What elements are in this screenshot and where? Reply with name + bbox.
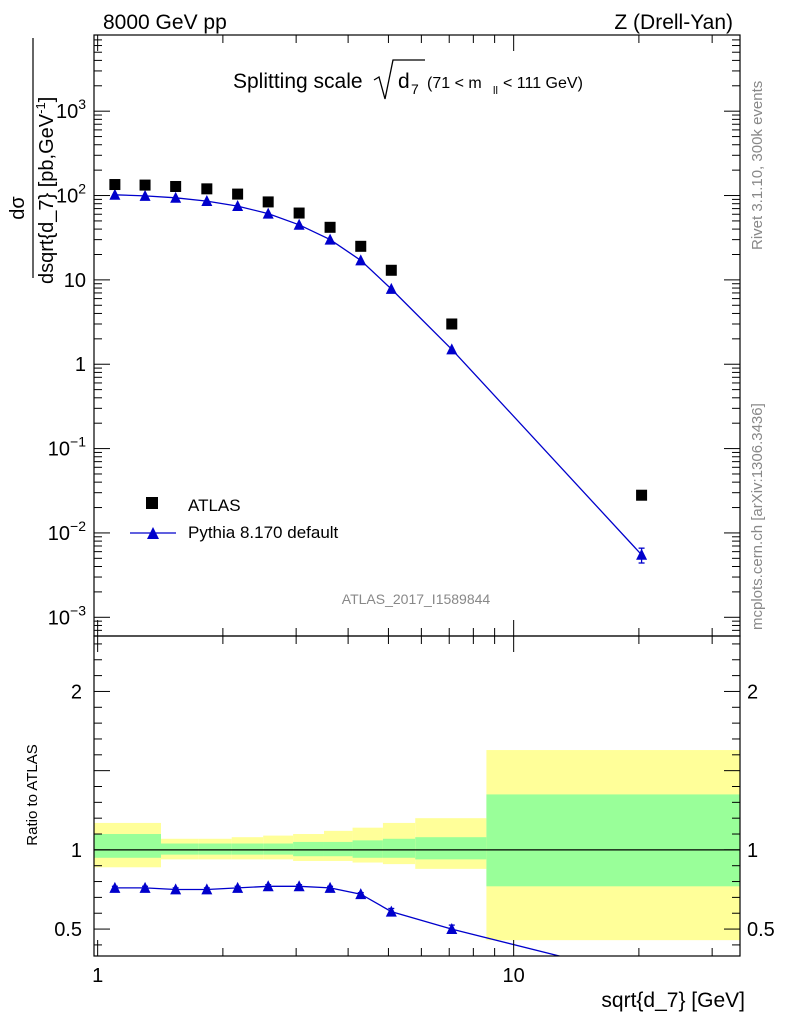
side-rivet: Rivet 3.1.10, 300k events	[749, 81, 766, 250]
ratio-pythia-point	[139, 881, 151, 893]
legend-label-pythia: Pythia 8.170 default	[188, 523, 339, 542]
band-green-6	[323, 841, 353, 857]
band-green-9	[415, 837, 487, 860]
pythia-point	[201, 195, 213, 207]
pythia-point	[636, 548, 648, 560]
pythia-point	[139, 189, 151, 201]
ratio-pythia-point	[293, 880, 305, 892]
band-green-3	[231, 843, 264, 855]
ratio-pythia-point	[636, 971, 647, 982]
pythia-point	[109, 188, 121, 200]
atlas-point	[201, 183, 213, 195]
ylabel-denominator: dsqrt{d_7} [pb,GeV-1]	[33, 97, 58, 284]
header-right: Z (Drell-Yan)	[614, 11, 733, 34]
main-marks	[109, 179, 648, 564]
ratio-ytick-label-right: 2	[747, 681, 758, 703]
ratio-pythia-point	[385, 905, 397, 917]
band-green-1	[161, 843, 199, 855]
ratio-pythia-point	[262, 880, 274, 892]
band-green-5	[293, 841, 324, 857]
pythia-point	[446, 343, 458, 355]
band-green-8	[382, 838, 416, 858]
atlas-point	[139, 179, 151, 191]
pythia-point	[385, 282, 397, 294]
main-ytick-label: 10−3	[48, 602, 86, 629]
pythia-line	[114, 194, 643, 556]
atlas-point	[446, 318, 458, 330]
ratio-ytick-label-left: 1	[71, 840, 82, 862]
title-sqrt-sub: 7	[411, 81, 419, 97]
main-ylabel: dσ dsqrt{d_7} [pb,GeV-1]	[7, 38, 58, 284]
main-title: Splitting scale d 7 (71 < m ll < 111 GeV…	[233, 59, 583, 100]
ratio-pythia-point	[109, 881, 121, 893]
ratio-pythia-point	[201, 883, 213, 895]
pythia-point	[355, 254, 367, 266]
atlas-point	[232, 188, 244, 200]
ratio-marks	[109, 880, 647, 982]
ratio-pythia-point	[355, 888, 367, 900]
pythia-point	[170, 191, 182, 203]
atlas-point	[636, 489, 648, 501]
main-ytick-label: 10	[64, 270, 86, 292]
main-ytick-label: 103	[56, 96, 86, 123]
title-range-pre: (71 < m	[427, 75, 482, 92]
atlas-point	[109, 179, 121, 191]
ratio-pythia-point	[324, 881, 336, 893]
ratio-pythia-point	[170, 883, 182, 895]
atlas-point	[170, 180, 182, 192]
band-green-2	[198, 843, 232, 855]
band-green-10	[486, 794, 740, 887]
ratio-pythia-point	[232, 881, 244, 893]
xtick-label: 10	[503, 965, 525, 987]
main-ytick-label: 1	[75, 354, 86, 376]
xtick-label: 1	[92, 965, 103, 987]
atlas-point	[293, 207, 305, 219]
band-green-4	[263, 843, 294, 855]
atlas-point	[385, 264, 397, 276]
ratio-ytick-label-left: 0.5	[54, 919, 82, 941]
pythia-point	[262, 207, 274, 219]
ratio-tick-labels: 0.5 0.5 1 1 2 2 1 10	[54, 681, 775, 987]
main-ytick-label: 10−2	[48, 518, 86, 545]
main-frame	[93, 34, 741, 637]
ylabel-numerator: dσ	[7, 196, 29, 220]
pythia-point	[324, 233, 336, 245]
main-ytick-label: 10−1	[48, 434, 86, 461]
title-text: Splitting scale	[233, 70, 363, 93]
axis-ticks	[94, 34, 740, 956]
ratio-bands	[94, 750, 740, 941]
legend-marker-atlas	[146, 497, 158, 509]
band-green-7	[352, 840, 383, 858]
ratio-ytick-label-right: 0.5	[747, 919, 775, 941]
title-range-sub: ll	[493, 85, 498, 97]
legend: ATLAS Pythia 8.170 default	[130, 496, 339, 542]
title-sqrt-var: d	[398, 70, 410, 93]
ratio-ytick-label-left: 2	[71, 681, 82, 703]
atlas-point	[262, 196, 274, 208]
ratio-frame	[93, 635, 741, 957]
header-left: 8000 GeV pp	[103, 11, 227, 34]
band-green-0	[94, 834, 162, 858]
title-range-post: < 111 GeV)	[503, 75, 583, 92]
side-mcplots: mcplots.cern.ch [arXiv:1306.3436]	[749, 403, 766, 630]
pythia-point	[293, 218, 305, 230]
sqrt-sign-icon	[373, 59, 425, 100]
pythia-point	[232, 200, 244, 212]
legend-marker-pythia	[147, 527, 159, 539]
atlas-point	[355, 240, 367, 252]
ratio-ytick-label-right: 1	[747, 840, 758, 862]
ratio-pythia-line	[114, 885, 562, 956]
ratio-pythia-point	[446, 923, 458, 935]
atlas-point	[324, 221, 336, 233]
x-axis-label: sqrt{d_7} [GeV]	[601, 989, 745, 1012]
analysis-id: ATLAS_2017_I1589844	[342, 591, 491, 607]
ratio-ylabel: Ratio to ATLAS	[24, 744, 41, 845]
main-ytick-label: 102	[56, 181, 86, 208]
legend-label-atlas: ATLAS	[188, 496, 241, 515]
